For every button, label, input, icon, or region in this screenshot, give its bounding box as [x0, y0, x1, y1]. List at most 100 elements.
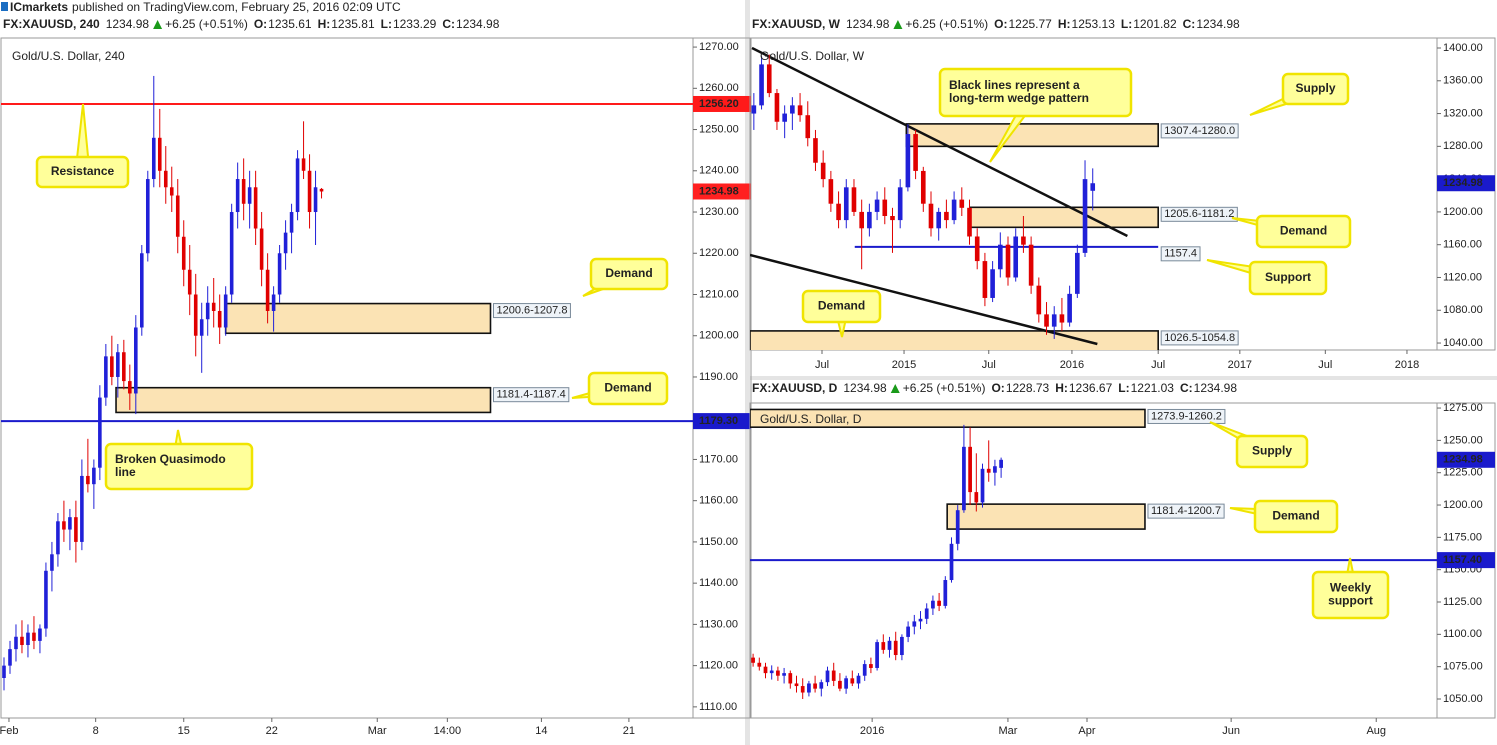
candle-body	[307, 170, 312, 213]
candle-body	[1005, 244, 1011, 278]
ohlc-value: 1235.81	[331, 17, 375, 31]
candle-body	[187, 269, 192, 295]
ohlc-value: 1234.98	[456, 17, 500, 31]
candle-body	[813, 138, 818, 163]
plot	[1, 75, 693, 691]
zone-label: 1205.6-1181.2	[1164, 208, 1234, 220]
panel-divider	[745, 0, 750, 745]
panel-divider	[745, 376, 1497, 380]
callout-text: Broken Quasimodo	[115, 452, 226, 466]
ohlc-label: H:	[318, 17, 331, 31]
candle-body	[774, 93, 780, 122]
candle-body	[974, 492, 979, 503]
ohlc-label: L:	[1118, 381, 1129, 395]
legend: Gold/U.S. Dollar, 240	[12, 49, 125, 63]
candle-body	[790, 105, 795, 114]
candle-body	[968, 446, 972, 493]
candle-body	[80, 475, 84, 542]
x-tick-label: Jun	[1222, 725, 1240, 737]
candle-body	[1021, 236, 1026, 245]
symbol: FX:XAUUSD, 240	[3, 17, 100, 31]
candle-body	[759, 64, 764, 106]
candle-body	[295, 158, 300, 213]
ohlc-value: 1234.98	[1194, 381, 1238, 395]
callout-box	[1255, 214, 1352, 249]
candle-body	[223, 294, 228, 328]
symbol: FX:XAUUSD, D	[752, 381, 838, 395]
candle-body	[918, 618, 923, 622]
x-tick-label: 15	[178, 725, 190, 737]
symbol: FX:XAUUSD, W	[752, 17, 841, 31]
candle-body	[813, 683, 817, 689]
zone	[750, 408, 1146, 428]
x-tick-label: Jul	[982, 359, 996, 371]
header-change: +6.25 (+0.51%)	[905, 17, 988, 31]
callout-text: Support	[1265, 270, 1311, 284]
level-axis-label: 1179.30	[699, 415, 738, 427]
candle-body	[943, 580, 948, 606]
candle-body	[751, 105, 757, 114]
zone-label: 1181.4-1187.4	[496, 389, 565, 401]
candle-body	[8, 649, 12, 666]
x-tick-label: Jul	[815, 359, 829, 371]
header-last: 1234.98	[106, 17, 150, 31]
callout-box	[587, 371, 669, 406]
candle-body	[50, 554, 54, 571]
candle-body	[997, 244, 1003, 270]
y-tick-label: 1140.00	[699, 577, 738, 589]
y-tick-label: 1360.00	[1443, 75, 1483, 87]
candle-body	[38, 628, 42, 641]
y-tick-label: 1120.00	[1443, 271, 1482, 283]
x-tick-label: Mar	[368, 725, 387, 737]
candle-body	[217, 310, 222, 328]
candle-body	[1090, 183, 1096, 191]
callout-text: Demand	[604, 381, 651, 395]
up-arrow	[153, 20, 163, 29]
level-axis-box	[693, 413, 751, 430]
candle-body	[955, 510, 960, 544]
callout-text: line	[115, 465, 136, 479]
x-tick-label: 2018	[1395, 359, 1419, 371]
zone	[750, 330, 1159, 350]
candle-body	[831, 670, 836, 681]
ohlc-label: O:	[254, 17, 267, 31]
candle-body	[820, 162, 826, 180]
author[interactable]: ICmarkets	[10, 0, 68, 14]
up-arrow	[890, 384, 900, 393]
x-tick-label: Jul	[1151, 359, 1165, 371]
last-price-label: 1234.98	[699, 185, 739, 197]
zone-label: 1200.6-1207.8	[496, 304, 567, 316]
y-tick-label: 1200.00	[1443, 499, 1483, 511]
candle-body	[875, 642, 879, 668]
y-tick-label: 1150.00	[699, 536, 738, 548]
candle-body	[92, 467, 96, 485]
candle-body	[920, 170, 926, 204]
candle-body	[819, 682, 824, 689]
ohlc-label: O:	[994, 17, 1007, 31]
callout-text: Demand	[1280, 224, 1327, 238]
candle-body	[14, 636, 18, 650]
last-price-label: 1234.98	[1443, 177, 1483, 189]
zone	[224, 302, 492, 335]
candle-body	[20, 636, 24, 646]
candle-body	[104, 356, 108, 398]
header-change: +6.25 (+0.51%)	[903, 381, 986, 395]
last-price-box	[1437, 451, 1495, 468]
y-tick-label: 1280.00	[1443, 140, 1483, 152]
candle-body	[887, 640, 892, 650]
x-tick-label: Aug	[1366, 725, 1386, 737]
candle-body	[205, 302, 210, 320]
y-tick-label: 1250.00	[699, 123, 739, 135]
candle-body	[951, 199, 957, 221]
candle-body	[794, 683, 799, 687]
zone-label-box	[1147, 503, 1225, 519]
ohlc-value: 1236.67	[1069, 381, 1113, 395]
y-tick-label: 1080.00	[1443, 304, 1483, 316]
candle-body	[944, 211, 949, 221]
candle-body	[319, 188, 324, 192]
candle-body	[800, 686, 805, 693]
legend: Gold/U.S. Dollar, D	[760, 412, 862, 426]
candle-body	[959, 199, 965, 208]
candle-body	[283, 232, 288, 254]
